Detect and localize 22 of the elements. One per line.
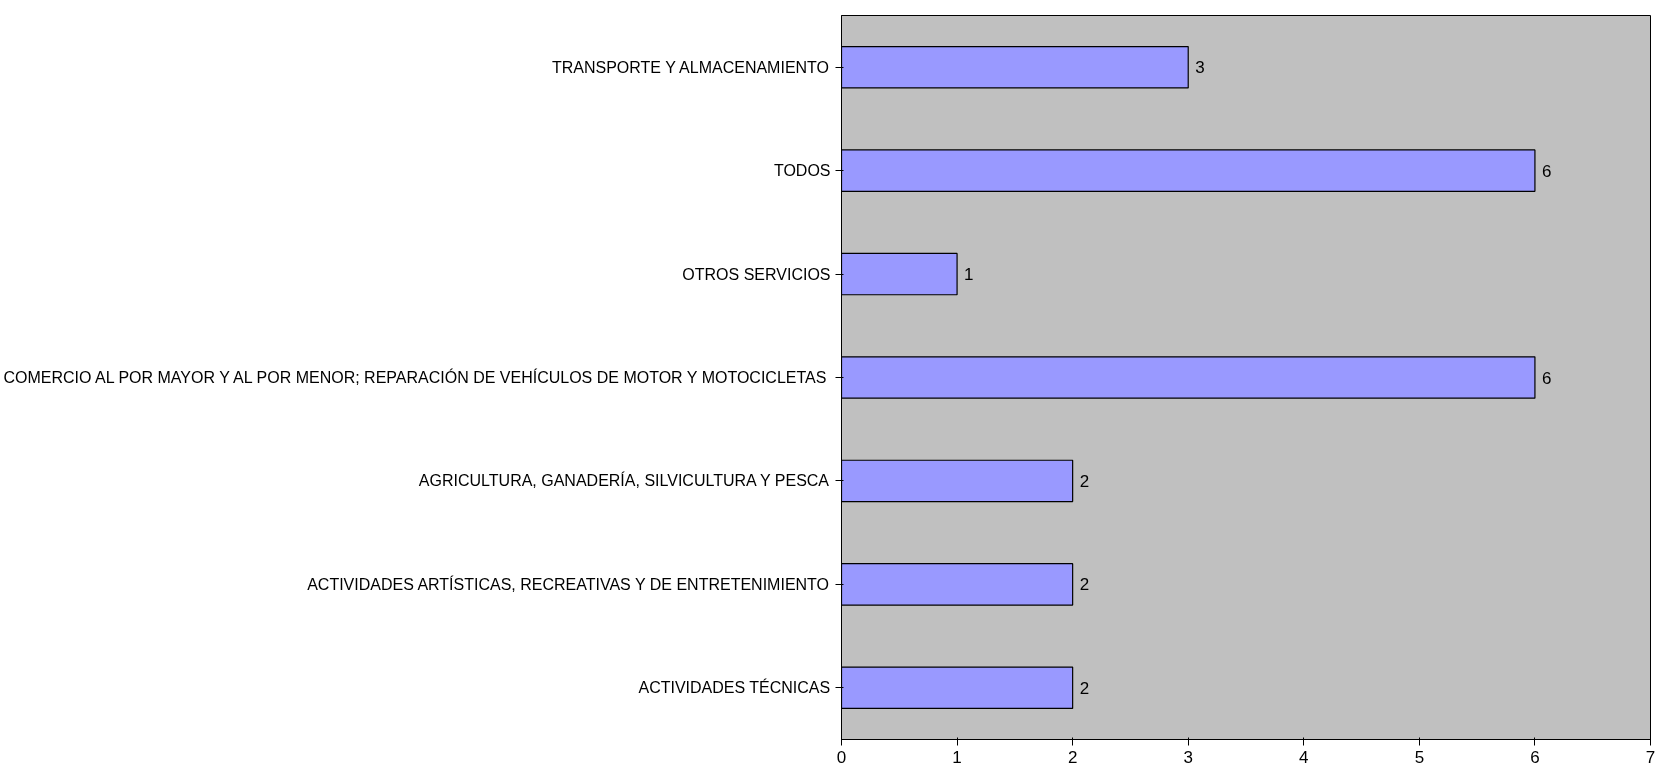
x-tick-label: 7 (1645, 747, 1656, 767)
data-label: 2 (1079, 575, 1090, 595)
y-tick-label: ACTIVIDADES ARTÍSTICAS, RECREATIVAS Y DE ENTRETENIMIENTO (307, 574, 830, 593)
x-tick-label: 1 (952, 747, 962, 767)
x-tick-label: 6 (1530, 747, 1540, 767)
data-label: 6 (1541, 368, 1552, 388)
x-tick-label: 3 (1183, 747, 1193, 767)
y-tick-label: ACTIVIDADES TÉCNICAS (638, 678, 831, 697)
data-label: 1 (964, 265, 974, 285)
y-tick-label: COMERCIO AL POR MAYOR Y AL POR MENOR; REPARACIÓN DE VEHÍCULOS DE MOTOR Y MOTOCICLETAS (3, 368, 827, 386)
y-tick-label: AGRICULTURA, GANADERÍA, SILVICULTURA Y PESCA (418, 471, 830, 490)
y-tick-label: TRANSPORTE Y ALMACENAMIENTO (551, 58, 830, 76)
x-tick-label: 5 (1414, 747, 1425, 767)
x-tick-label: 0 (836, 747, 847, 767)
data-label: 2 (1079, 678, 1090, 698)
data-label: 6 (1541, 161, 1552, 181)
y-tick-label: TODOS (773, 162, 831, 180)
data-label: 3 (1195, 58, 1205, 78)
y-tick-label: OTROS SERVICIOS (682, 265, 831, 283)
x-tick-label: 2 (1067, 747, 1078, 767)
data-label: 2 (1079, 471, 1090, 491)
x-tick-label: 4 (1299, 747, 1309, 767)
